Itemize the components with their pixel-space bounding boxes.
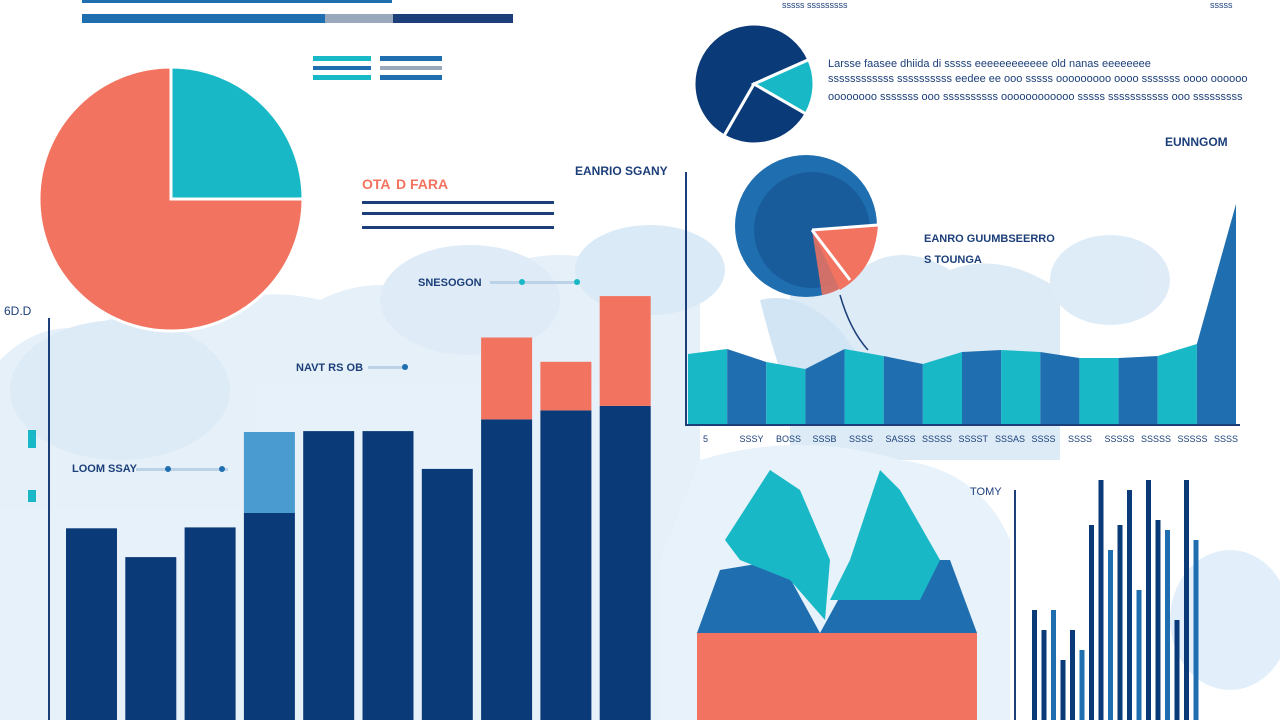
area-tick-10: SSSS [1068, 434, 1092, 444]
small-bar-4 [1070, 630, 1075, 720]
small-bar-15 [1174, 620, 1180, 720]
main-bar-8 [540, 410, 592, 720]
small-bar-13 [1155, 520, 1161, 720]
small-pie-slice-2 [721, 81, 809, 146]
small-bar-1 [1041, 630, 1047, 720]
main-bar-1 [125, 557, 177, 720]
main-bar-0 [66, 528, 117, 720]
legend-lines [362, 201, 554, 229]
area-tick-0: 5 [703, 434, 708, 444]
main-bar-top-9 [599, 296, 651, 406]
pie-text-line-3: oooooooo sssssss ooo ssssssssss oooooooo… [828, 91, 1243, 103]
top-right-text: sssss sssssssss [782, 0, 848, 10]
area-tick-2: BOSS [776, 434, 801, 444]
main-bar-top-8 [540, 361, 592, 411]
small-bar-17 [1193, 540, 1199, 720]
small-bar-14 [1165, 530, 1170, 720]
pie-text-line-2: ssssssssssss ssssssssss eedee ee ooo sss… [828, 73, 1247, 85]
area-chart [688, 204, 1236, 424]
small-bar-chart [1032, 480, 1199, 720]
area-segment-13 [1196, 204, 1236, 424]
small-bar-2 [1051, 610, 1056, 720]
area-segment-3 [805, 349, 845, 424]
person-pie [735, 155, 880, 370]
large-pie-chart [37, 65, 305, 333]
main-bar-7 [481, 419, 533, 720]
area-segment-11 [1118, 356, 1158, 424]
area-axis [685, 172, 1240, 426]
main-bar-5 [362, 431, 414, 720]
small-bar-16 [1184, 480, 1189, 720]
lower-center-shape [697, 470, 977, 720]
area-segment-7 [962, 350, 1002, 424]
area-segment-9 [1040, 352, 1080, 424]
small-bar-5 [1079, 650, 1085, 720]
main-bar-2 [184, 527, 236, 720]
area-tick-4: SSSS [849, 434, 873, 444]
area-segment-6 [922, 352, 962, 424]
main-bar-axis [28, 318, 50, 720]
pie-text-line-1: Larsse faasee dhiida di sssss eeeeeeeeee… [828, 58, 1151, 70]
y-axis-top-label: 6D.D [4, 304, 32, 318]
main-bar-9 [599, 405, 651, 720]
main-bar-6 [421, 468, 473, 720]
area-tick-5: SASSS [886, 434, 916, 444]
area-tick-6: SSSSS [922, 434, 952, 444]
small-bar-label: TOMY [970, 486, 1002, 498]
small-bar-3 [1060, 660, 1066, 720]
small-pie-chart [692, 22, 816, 146]
left-label: LOOM SSAY [72, 463, 138, 475]
small-bar-12 [1146, 480, 1151, 720]
area-title: EUNNGOM [1165, 135, 1228, 149]
small-bar-8 [1108, 550, 1113, 720]
small-bar-7 [1098, 480, 1104, 720]
small-bar-10 [1127, 490, 1132, 720]
main-bar-3 [243, 513, 295, 720]
area-segment-0 [688, 349, 728, 424]
small-bar-0 [1032, 610, 1037, 720]
large-pie-slice-0 [37, 65, 305, 333]
area-tick-11: SSSSS [1105, 434, 1135, 444]
legend-title-a: OTA [362, 176, 391, 192]
mid-title: EANRIO SGANY [575, 164, 668, 178]
area-segment-1 [727, 349, 767, 424]
top-bar-strip [82, 0, 513, 23]
mid-label-2: NAVT RS OB [296, 362, 363, 374]
area-segment-2 [766, 362, 806, 424]
area-tick-9: SSSS [1032, 434, 1056, 444]
area-segment-8 [1001, 350, 1041, 424]
area-segment-12 [1157, 344, 1197, 424]
large-pie-slice-1 [169, 65, 305, 201]
area-label-2: S TOUNGA [924, 254, 982, 266]
area-segment-10 [1079, 358, 1119, 424]
mini-legend-top [313, 56, 442, 80]
left-label-line [136, 466, 228, 472]
area-tick-7: SSSST [959, 434, 989, 444]
area-tick-3: SSSB [813, 434, 837, 444]
main-bar-top-7 [481, 337, 533, 420]
area-tick-8: SSSAS [995, 434, 1025, 444]
area-x-ticks: 5 SSSY BOSS SSSB SSSS SASSS SSSSS SSSST SSSAS SSS… [703, 434, 1238, 444]
main-bar-chart [66, 296, 651, 720]
small-bar-9 [1117, 525, 1123, 720]
area-segment-4 [844, 349, 884, 424]
top-right-mark: sssss [1210, 0, 1233, 10]
small-bar-6 [1089, 525, 1094, 720]
mid-label-2-line [368, 364, 408, 370]
area-tick-13: SSSSS [1178, 434, 1208, 444]
area-tick-1: SSSY [740, 434, 764, 444]
area-segment-5 [883, 356, 923, 424]
area-tick-12: SSSSS [1141, 434, 1171, 444]
area-tick-14: SSSS [1214, 434, 1238, 444]
area-label-1: EANRO GUUMBSEERRO [924, 233, 1055, 245]
small-bar-11 [1136, 590, 1142, 720]
main-bar-4 [303, 431, 355, 720]
main-bar-top-3 [243, 432, 295, 513]
mid-label-1-line [490, 279, 580, 285]
small-bar-axis [1014, 490, 1016, 720]
mid-label-1: SNESOGON [418, 277, 482, 289]
small-pie-slice-0 [692, 22, 811, 139]
legend-title-b: D FARA [396, 176, 448, 192]
